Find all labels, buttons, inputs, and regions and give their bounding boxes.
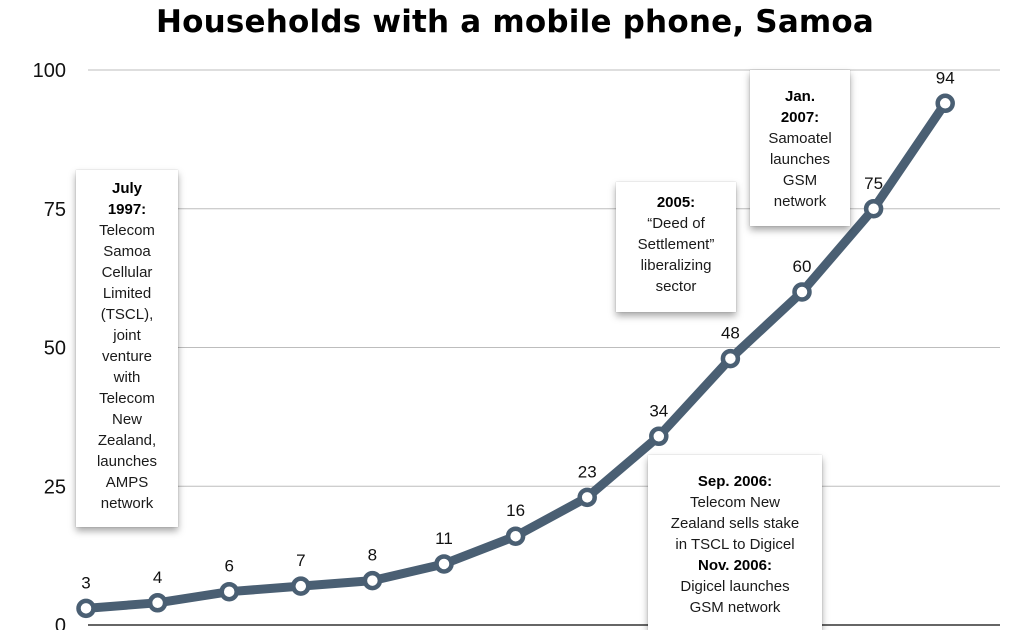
data-point-7 <box>577 487 597 508</box>
data-label-9: 48 <box>721 324 740 343</box>
data-point-12 <box>935 93 955 114</box>
data-label-2: 6 <box>224 557 233 576</box>
july-1997-text-13: network <box>100 495 154 512</box>
sep-2006-text-0: Telecom New <box>689 494 781 511</box>
data-label-12: 94 <box>936 68 955 87</box>
july-1997-text-12: AMPS <box>105 474 149 491</box>
y-tick-label-100: 100 <box>33 60 66 82</box>
july-1997-text-11: launches <box>96 453 158 470</box>
data-label-5: 11 <box>435 529 453 548</box>
jan-2007-heading-0: Jan. <box>784 88 815 105</box>
data-label-0: 3 <box>81 573 90 592</box>
data-label-7: 23 <box>578 462 597 481</box>
nov-2006-heading-0: Nov. 2006: <box>698 557 772 574</box>
data-label-11: 75 <box>864 174 883 193</box>
sep-2006-text-2: in TSCL to Digicel <box>675 536 795 553</box>
sep-2006-heading-0: Sep. 2006: <box>697 473 773 490</box>
annotation-jan-2007: Jan. 2007: Samoatel launches GSM network <box>750 70 850 226</box>
y-tick-label-50: 50 <box>44 338 66 360</box>
annotation-2005: 2005: “Deed of Settlement” liberalizing sect… <box>616 182 736 312</box>
data-points <box>76 93 955 619</box>
y2005-heading-0: 2005: <box>656 194 696 211</box>
jan-2007-text-3: network <box>773 193 827 210</box>
data-label-4: 8 <box>368 546 377 565</box>
july-1997-text-2: Cellular <box>101 264 153 281</box>
july-1997-text-5: joint <box>113 327 141 344</box>
jan-2007-text-1: launches <box>769 151 831 168</box>
data-label-1: 4 <box>153 568 162 587</box>
july-1997-text-0: Telecom <box>99 222 155 239</box>
y2005-text-0: “Deed of <box>647 215 705 232</box>
july-1997-text-3: Limited <box>102 285 152 302</box>
annotation-july-1997: July 1997: Telecom Samoa Cellular Limited (TSC… <box>76 170 178 527</box>
data-point-4 <box>362 570 383 591</box>
nov-2006-text-1: GSM network <box>689 599 781 616</box>
july-1997-heading-1: 1997: <box>107 201 147 218</box>
july-1997-text-9: New <box>111 411 142 428</box>
july-1997-text-7: with <box>113 369 141 386</box>
chart-title: Households with a mobile phone, Samoa <box>155 4 875 40</box>
data-point-9 <box>720 348 741 369</box>
data-point-3 <box>291 576 311 596</box>
data-point-8 <box>649 426 669 447</box>
july-1997-text-10: Zealand, <box>97 432 157 449</box>
july-1997-text-6: venture <box>101 348 153 365</box>
july-1997-heading-0: July <box>111 180 142 197</box>
data-label-10: 60 <box>793 257 812 276</box>
jan-2007-heading-1: 2007: <box>780 109 820 126</box>
y-tick-label-25: 25 <box>44 476 66 498</box>
data-point-10 <box>792 282 812 302</box>
data-point-2 <box>219 581 239 602</box>
data-point-5 <box>434 554 454 574</box>
y-axis-tick-labels: 0 25 50 75 100 <box>33 60 66 630</box>
july-1997-text-8: Telecom <box>99 390 155 407</box>
y2005-text-3: sector <box>655 278 697 295</box>
jan-2007-text-0: Samoatel <box>768 130 832 147</box>
y2005-text-1: Settlement” <box>637 236 715 253</box>
data-label-8: 34 <box>649 401 668 420</box>
data-label-3: 7 <box>296 551 305 570</box>
y-tick-label-0: 0 <box>55 615 66 630</box>
data-point-11 <box>863 199 884 219</box>
y2005-text-2: liberalizing <box>640 257 712 274</box>
jan-2007-text-2: GSM <box>782 172 818 189</box>
data-point-6 <box>505 526 526 546</box>
data-label-6: 16 <box>506 501 525 520</box>
sep-2006-text-1: Zealand sells stake <box>670 515 800 532</box>
data-point-1 <box>147 593 168 613</box>
annotation-sep-nov-2006: Sep. 2006: Telecom New Zealand sells stake… <box>648 455 822 630</box>
july-1997-text-4: (TSCL), <box>100 306 154 323</box>
gridlines <box>88 69 1000 626</box>
data-point-0 <box>76 598 96 619</box>
july-1997-text-1: Samoa <box>103 243 151 260</box>
y-tick-label-75: 75 <box>44 199 66 221</box>
nov-2006-text-0: Digicel launches <box>680 578 790 595</box>
